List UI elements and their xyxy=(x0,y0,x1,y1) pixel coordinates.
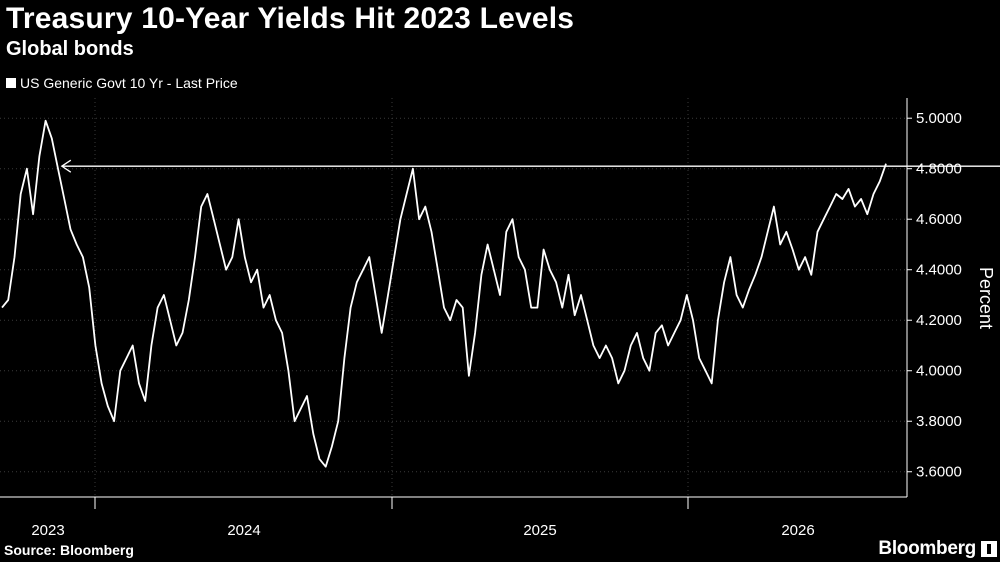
x-tick-label: 2024 xyxy=(227,522,260,539)
x-tick-label: 2025 xyxy=(523,522,556,539)
bloomberg-mark-icon xyxy=(981,541,997,557)
x-tick-label: 2026 xyxy=(781,522,814,539)
x-tick-label: 2023 xyxy=(31,522,64,539)
y-tick-label: 3.8000 xyxy=(916,413,962,430)
brand-logo-text: Bloomberg xyxy=(878,538,976,559)
y-tick-label: 4.0000 xyxy=(916,363,962,380)
y-axis-label: Percent xyxy=(976,267,996,329)
y-tick-label: 4.6000 xyxy=(916,211,962,228)
y-tick-label: 4.2000 xyxy=(916,312,962,329)
y-tick-label: 5.0000 xyxy=(916,110,962,127)
y-tick-label: 4.4000 xyxy=(916,262,962,279)
y-tick-label: 3.6000 xyxy=(916,464,962,481)
annotation-arrow-head xyxy=(60,159,72,173)
chart-title: Treasury 10-Year Yields Hit 2023 Levels xyxy=(6,2,575,35)
chart-subtitle: Global bonds xyxy=(6,38,134,60)
legend: US Generic Govt 10 Yr - Last Price xyxy=(6,75,238,91)
legend-swatch xyxy=(6,78,16,88)
series-line-us-10yr xyxy=(1,119,887,468)
y-tick-label: 4.8000 xyxy=(916,161,962,178)
legend-label: US Generic Govt 10 Yr - Last Price xyxy=(20,75,238,91)
source-note: Source: Bloomberg xyxy=(4,542,134,558)
